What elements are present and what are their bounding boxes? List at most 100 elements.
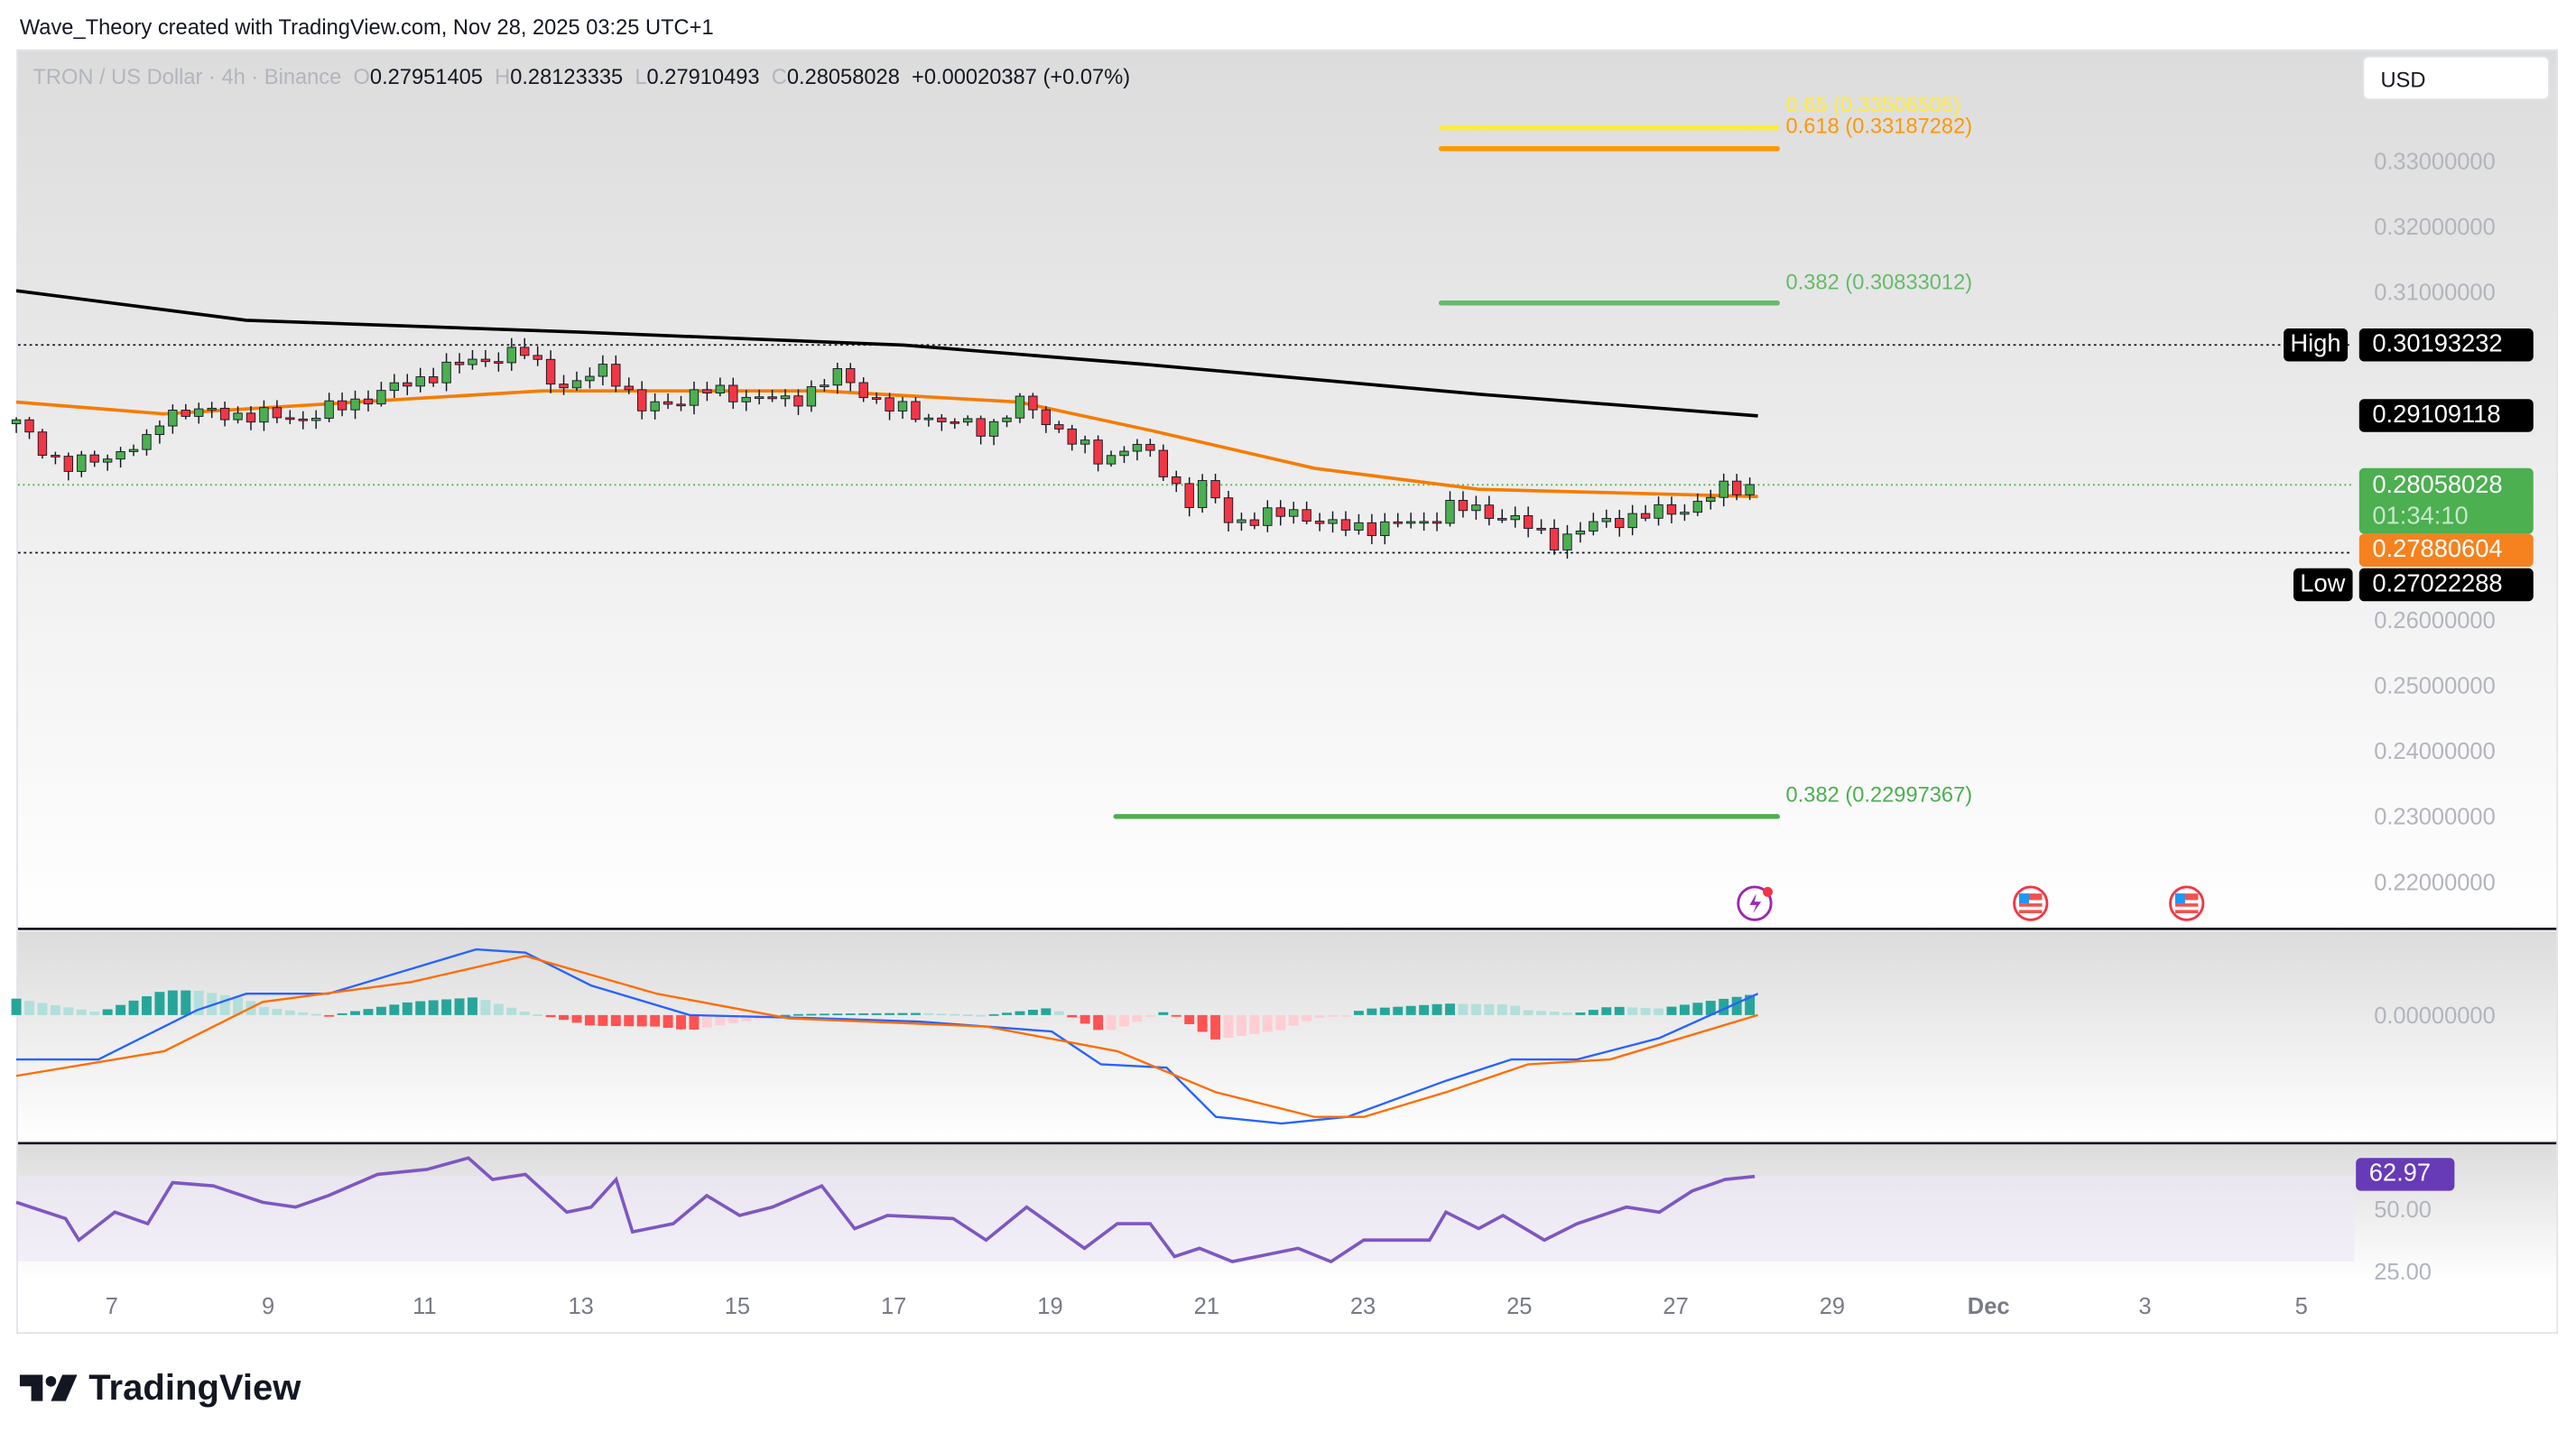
- candle[interactable]: [976, 415, 986, 445]
- candle[interactable]: [337, 393, 347, 417]
- currency-selector[interactable]: USD: [2362, 55, 2550, 101]
- candle[interactable]: [51, 451, 60, 465]
- candle[interactable]: [559, 374, 569, 395]
- candle[interactable]: [285, 410, 295, 425]
- candle[interactable]: [37, 429, 48, 459]
- candle[interactable]: [1471, 495, 1481, 520]
- candle[interactable]: [897, 396, 908, 420]
- candle[interactable]: [820, 378, 829, 392]
- candle[interactable]: [1745, 477, 1755, 501]
- candle[interactable]: [468, 349, 477, 370]
- candle[interactable]: [1275, 500, 1285, 526]
- candle[interactable]: [846, 363, 856, 392]
- candle[interactable]: [1666, 496, 1677, 523]
- macd-signal-line[interactable]: [15, 955, 1758, 1118]
- candle[interactable]: [311, 410, 321, 430]
- candle[interactable]: [1627, 504, 1637, 536]
- candle[interactable]: [219, 402, 230, 427]
- candle[interactable]: [1419, 512, 1429, 532]
- candle[interactable]: [1536, 519, 1546, 534]
- candle[interactable]: [598, 355, 608, 386]
- candle[interactable]: [1445, 491, 1455, 527]
- candle[interactable]: [520, 337, 530, 359]
- candle[interactable]: [1549, 519, 1560, 555]
- candle[interactable]: [415, 367, 425, 393]
- candle[interactable]: [702, 382, 712, 402]
- candle[interactable]: [871, 392, 882, 404]
- candle[interactable]: [376, 382, 386, 407]
- candle[interactable]: [715, 377, 726, 397]
- candle[interactable]: [728, 377, 738, 410]
- candle[interactable]: [1028, 393, 1038, 419]
- candle[interactable]: [1615, 509, 1625, 537]
- candle[interactable]: [1041, 406, 1052, 433]
- candle[interactable]: [1080, 435, 1090, 454]
- candle[interactable]: [246, 406, 256, 430]
- candle[interactable]: [1119, 446, 1129, 464]
- candle[interactable]: [1067, 424, 1077, 451]
- candle[interactable]: [1589, 513, 1598, 536]
- rsi-line[interactable]: [15, 1156, 1756, 1264]
- candle[interactable]: [963, 415, 973, 426]
- candle[interactable]: [24, 417, 34, 439]
- candle[interactable]: [923, 413, 934, 427]
- tradingview-logo[interactable]: TradingView: [19, 1366, 301, 1409]
- candle[interactable]: [676, 395, 686, 411]
- candle[interactable]: [1002, 415, 1012, 428]
- candle[interactable]: [1093, 435, 1103, 472]
- candle[interactable]: [858, 377, 868, 402]
- candle[interactable]: [1106, 450, 1117, 467]
- candle[interactable]: [454, 353, 465, 374]
- candle[interactable]: [142, 429, 152, 456]
- candle[interactable]: [1706, 489, 1716, 510]
- candle[interactable]: [259, 400, 269, 431]
- candle[interactable]: [1367, 513, 1377, 545]
- candle[interactable]: [1054, 421, 1064, 433]
- candle[interactable]: [89, 450, 99, 467]
- candle[interactable]: [350, 390, 360, 420]
- economic-event-icon[interactable]: [1737, 885, 1773, 921]
- candle[interactable]: [1015, 393, 1025, 423]
- candle[interactable]: [1289, 502, 1299, 524]
- candle[interactable]: [1654, 496, 1663, 526]
- candle[interactable]: [1328, 511, 1338, 533]
- candle[interactable]: [624, 377, 634, 394]
- candle[interactable]: [1197, 474, 1208, 513]
- candle[interactable]: [533, 346, 542, 366]
- candle[interactable]: [793, 389, 803, 415]
- candle[interactable]: [1210, 474, 1220, 504]
- candle[interactable]: [637, 381, 647, 420]
- candle[interactable]: [1302, 501, 1311, 524]
- candle[interactable]: [1601, 509, 1611, 528]
- candle[interactable]: [1432, 512, 1442, 532]
- candle[interactable]: [1340, 511, 1351, 537]
- candle[interactable]: [663, 393, 673, 410]
- candle[interactable]: [1237, 513, 1246, 532]
- candle[interactable]: [1562, 524, 1572, 559]
- candle[interactable]: [11, 417, 22, 433]
- candle[interactable]: [272, 400, 283, 423]
- ma200-line[interactable]: [15, 289, 1758, 418]
- candle[interactable]: [441, 353, 451, 392]
- candle[interactable]: [806, 380, 817, 412]
- candle[interactable]: [611, 355, 621, 393]
- candle[interactable]: [428, 367, 439, 387]
- candle[interactable]: [233, 406, 243, 424]
- candle[interactable]: [1458, 491, 1469, 518]
- candle[interactable]: [650, 393, 660, 420]
- candle[interactable]: [494, 352, 504, 372]
- candle[interactable]: [1145, 439, 1155, 458]
- candle[interactable]: [480, 349, 491, 367]
- candle[interactable]: [1393, 513, 1403, 528]
- candle[interactable]: [571, 371, 582, 392]
- candle[interactable]: [1158, 444, 1169, 482]
- candle[interactable]: [1719, 473, 1728, 507]
- candle[interactable]: [1680, 504, 1690, 522]
- candle[interactable]: [1497, 509, 1507, 523]
- candle[interactable]: [194, 402, 204, 424]
- candle[interactable]: [154, 420, 165, 444]
- candle[interactable]: [128, 444, 139, 457]
- candle[interactable]: [885, 393, 894, 421]
- candle[interactable]: [1172, 470, 1181, 493]
